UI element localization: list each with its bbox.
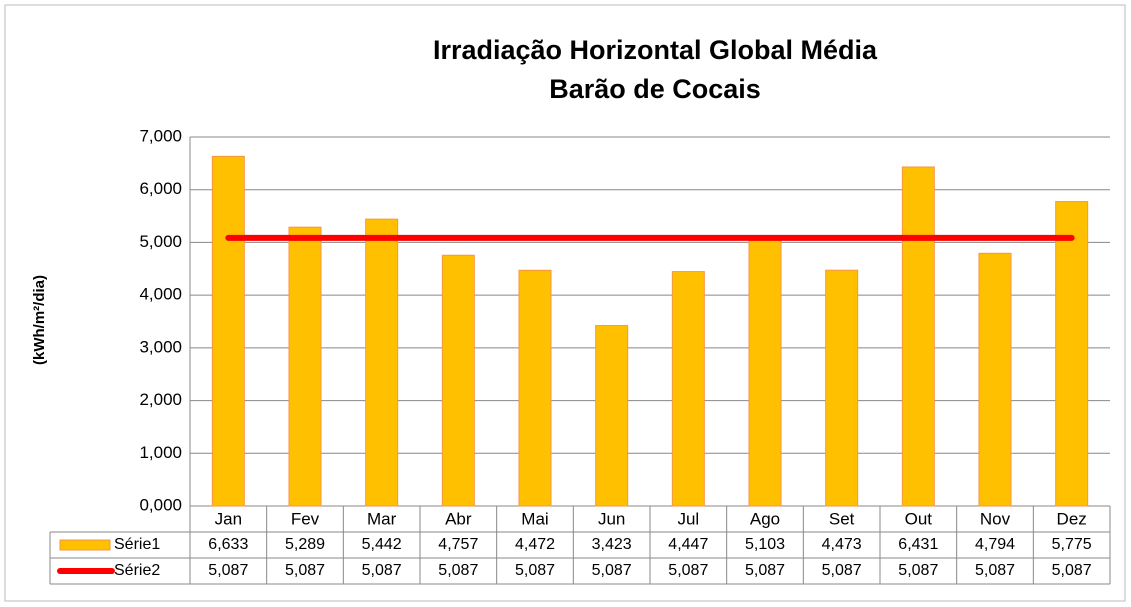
data-table-value: 5,087 — [668, 562, 708, 579]
data-table-value: 5,087 — [515, 562, 555, 579]
data-table-value: 5,442 — [362, 536, 402, 553]
y-tick-label: 6,000 — [139, 179, 182, 198]
x-tick-label: Abr — [445, 509, 472, 528]
chart-border — [4, 4, 1126, 602]
legend-key — [59, 539, 111, 551]
x-tick-label: Nov — [980, 509, 1011, 528]
data-table-value: 3,423 — [592, 536, 632, 553]
bar — [518, 269, 552, 507]
x-tick-label: Set — [829, 509, 855, 528]
x-tick-label: Jun — [598, 509, 625, 528]
y-tick-label: 5,000 — [139, 232, 182, 251]
x-tick-label: Jan — [215, 509, 242, 528]
data-table-value: 4,472 — [515, 536, 555, 553]
bar — [901, 166, 935, 507]
legend-label: Série1 — [114, 536, 160, 553]
x-tick-label: Fev — [291, 509, 320, 528]
x-tick-label: Ago — [750, 509, 780, 528]
bar — [1055, 201, 1089, 507]
bar — [211, 155, 245, 507]
bar — [595, 325, 629, 507]
data-table-value: 6,431 — [898, 536, 938, 553]
y-tick-label: 0,000 — [139, 495, 182, 514]
y-axis-label: (kWh/m²/dia) — [31, 275, 48, 365]
x-tick-label: Mar — [367, 509, 397, 528]
x-tick-label: Dez — [1057, 509, 1087, 528]
data-table-value: 5,087 — [592, 562, 632, 579]
bar — [288, 226, 322, 507]
data-table-value: 5,087 — [975, 562, 1015, 579]
data-table-value: 4,473 — [822, 536, 862, 553]
data-table-value: 5,103 — [745, 536, 785, 553]
bar — [671, 271, 705, 507]
y-tick-label: 7,000 — [139, 126, 182, 145]
data-table-value: 5,087 — [745, 562, 785, 579]
data-table-value: 4,794 — [975, 536, 1015, 553]
chart-title: Irradiação Horizontal Global Média — [433, 35, 878, 65]
data-table-value: 5,087 — [362, 562, 402, 579]
data-table-value: 5,087 — [1052, 562, 1092, 579]
chart-subtitle: Barão de Cocais — [549, 74, 761, 104]
bar — [365, 218, 399, 507]
y-tick-label: 3,000 — [139, 337, 182, 356]
data-table-value: 6,633 — [208, 536, 248, 553]
x-tick-label: Mai — [521, 509, 548, 528]
data-table-value: 4,757 — [438, 536, 478, 553]
data-table-value: 5,087 — [285, 562, 325, 579]
y-tick-label: 2,000 — [139, 390, 182, 409]
data-table-value: 5,087 — [208, 562, 248, 579]
bar — [825, 269, 859, 507]
data-table-value: 5,087 — [822, 562, 862, 579]
bar — [441, 254, 475, 507]
data-table-value: 5,087 — [438, 562, 478, 579]
data-table-value: 5,289 — [285, 536, 325, 553]
bar — [748, 236, 782, 507]
y-tick-label: 4,000 — [139, 285, 182, 304]
x-tick-label: Out — [905, 509, 933, 528]
y-tick-label: 1,000 — [139, 443, 182, 462]
x-tick-label: Jul — [677, 509, 699, 528]
bar — [978, 252, 1012, 507]
legend-label: Série2 — [114, 562, 160, 579]
data-table-value: 4,447 — [668, 536, 708, 553]
data-table-value: 5,087 — [898, 562, 938, 579]
data-table-value: 5,775 — [1052, 536, 1092, 553]
